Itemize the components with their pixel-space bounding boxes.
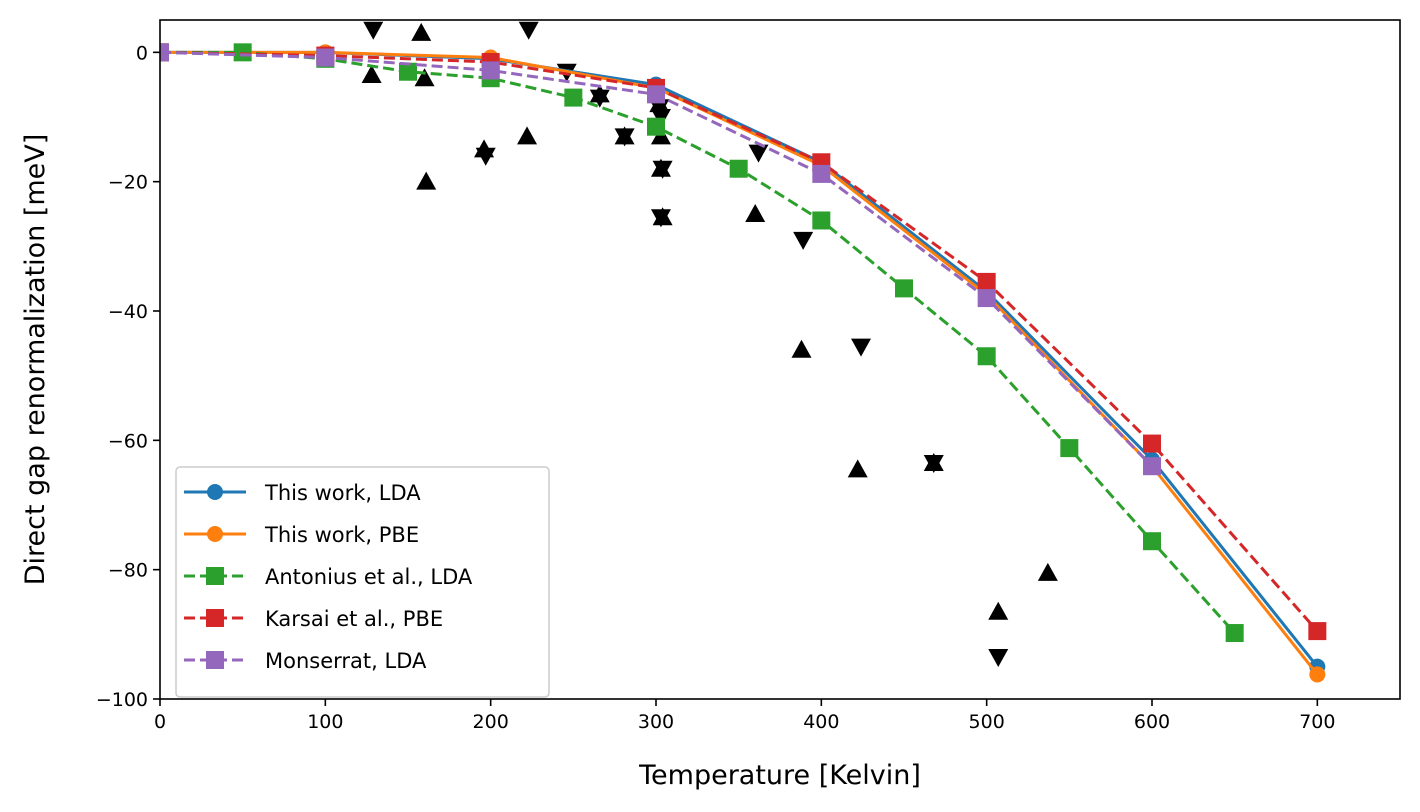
series-point [316, 48, 335, 67]
y-axis-title: Direct gap renormalization [meV] [20, 134, 51, 586]
experimental-point-triangle-up [988, 601, 1009, 620]
experimental-point-triangle-down [923, 454, 944, 473]
experimental-point-triangle-up [361, 64, 382, 83]
series-point [481, 61, 500, 80]
legend: This work, LDA This work, PBE Antonius et … [175, 466, 550, 698]
y-tick-label: −20 [108, 172, 148, 194]
series-point [1308, 622, 1327, 641]
experimental-point-triangle-down [988, 648, 1009, 667]
legend-label: Antonius et al., LDA [265, 565, 473, 589]
experimental-point-triangle-down [518, 21, 539, 40]
experimental-point-triangle-down [589, 89, 610, 108]
experimental-point-triangle-up [745, 204, 766, 222]
x-tick-label: 100 [307, 711, 343, 733]
legend-label: Monserrat, LDA [265, 649, 427, 673]
y-tick-label: −40 [108, 301, 148, 323]
series-layer [160, 43, 1327, 683]
series-point [1143, 457, 1161, 476]
experimental-point-triangle-down [475, 147, 496, 166]
y-tick-label: 0 [136, 42, 148, 64]
x-tick-label: 300 [638, 711, 674, 733]
experimental-point-triangle-up [847, 459, 868, 478]
plot-frame [159, 19, 1401, 700]
experimental-point-triangle-down [363, 21, 384, 40]
experimental-point-triangle-down [748, 144, 769, 163]
series-point [564, 88, 583, 107]
series-point [895, 279, 913, 298]
y-axis: 0 −20 −40 −60 −80 −100 [96, 42, 160, 711]
experimental-point-triangle-down [614, 128, 635, 147]
series-point [1060, 439, 1079, 458]
experimental-point-triangle-up [791, 339, 812, 358]
series-4 [160, 43, 1161, 476]
series-line [160, 50, 1236, 635]
series-point [1309, 666, 1326, 683]
experimental-point-triangle-down [649, 99, 670, 118]
series-point [977, 347, 996, 366]
y-tick-label: −80 [108, 560, 148, 582]
series-point [1143, 434, 1161, 453]
y-tick-label: −60 [108, 430, 148, 452]
series-line [160, 50, 1319, 633]
series-point [1143, 532, 1161, 551]
series-point [233, 43, 252, 62]
legend-label: This work, LDA [264, 481, 421, 505]
series-point [977, 289, 996, 308]
legend-marker [206, 567, 224, 585]
x-axis: 0 100 200 300 400 500 600 700 [154, 699, 1335, 733]
experimental-point-triangle-down [851, 338, 872, 357]
experimental-point-triangle-up [416, 171, 437, 190]
x-tick-label: 700 [1299, 711, 1335, 733]
experimental-point-triangle-down [650, 209, 671, 228]
legend-marker [207, 484, 223, 500]
x-tick-label: 400 [803, 711, 839, 733]
legend-marker [206, 609, 224, 627]
series-point [399, 62, 417, 81]
series-point [812, 211, 831, 230]
legend-marker [207, 526, 223, 542]
series-2 [160, 43, 1244, 643]
legend-marker [206, 651, 224, 669]
x-tick-label: 500 [969, 711, 1005, 733]
series-point [977, 272, 996, 291]
series-point [647, 85, 665, 104]
series-point [160, 43, 169, 62]
series-point [647, 117, 665, 136]
experimental-point-triangle-down [652, 160, 673, 179]
y-tick-label: −100 [96, 689, 148, 711]
x-tick-label: 200 [473, 711, 509, 733]
experimental-point-triangle-down [793, 231, 814, 250]
series-line [160, 50, 1319, 676]
legend-label: Karsai et al., PBE [265, 607, 443, 631]
series-point [1225, 624, 1244, 643]
experimental-point-triangle-up [414, 68, 435, 87]
x-axis-title: Temperature [Kelvin] [638, 760, 921, 791]
x-tick-label: 0 [154, 711, 166, 733]
experimental-point-triangle-up [411, 22, 432, 41]
series-point [812, 164, 831, 183]
legend-label: This work, PBE [264, 523, 419, 547]
x-tick-label: 600 [1134, 711, 1170, 733]
series-point [729, 159, 748, 178]
experimental-point-triangle-up [517, 126, 538, 145]
legend-box [175, 466, 550, 698]
experimental-point-triangle-up [1037, 562, 1058, 581]
